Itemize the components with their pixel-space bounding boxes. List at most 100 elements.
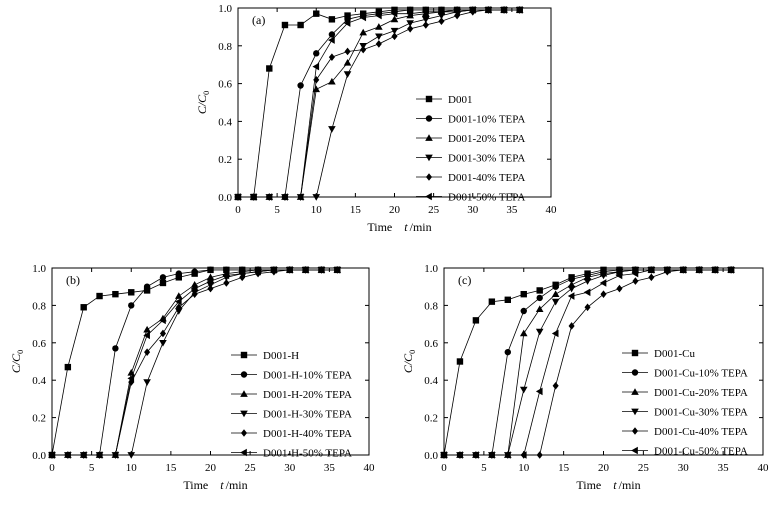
data-point (519, 386, 528, 394)
data-point (484, 6, 492, 14)
y-tick-label: 0.0 (218, 192, 232, 204)
series-6 (48, 266, 341, 459)
x-tick-label: 40 (364, 462, 376, 474)
data-point (583, 278, 592, 285)
legend-item: D001-Cu-40% TEPA (622, 426, 748, 438)
y-axis-title-sub: 0 (16, 350, 25, 354)
x-axis-title: Time t/min (576, 478, 640, 492)
y-axis-title: C/C0 (9, 350, 25, 373)
data-point (567, 292, 575, 300)
x-tick-label: 5 (481, 462, 487, 474)
data-point (391, 32, 398, 41)
y-axis-title-main: C/C (401, 353, 415, 373)
data-point (281, 193, 288, 201)
data-point (568, 276, 575, 283)
data-point (343, 59, 352, 66)
x-axis-title-prefix: Time (576, 478, 601, 492)
data-point (328, 36, 335, 44)
legend-item: D001-40% TEPA (416, 172, 525, 184)
x-tick-label: 25 (245, 462, 257, 474)
data-point (301, 266, 309, 274)
data-point (679, 266, 687, 274)
data-point (112, 345, 119, 352)
data-point (159, 339, 167, 347)
legend-item: D001-30% TEPA (416, 153, 525, 165)
data-point (254, 267, 261, 276)
legend-label: D001-40% TEPA (448, 172, 525, 184)
legend-label: D001-Cu-40% TEPA (654, 426, 748, 438)
data-point (328, 77, 336, 85)
y-tick-label: 0.2 (424, 413, 438, 425)
y-axis-title-sub: 0 (408, 350, 417, 354)
y-axis-title-main: C/C (9, 353, 23, 373)
y-axis-title-sub: 0 (202, 91, 211, 95)
data-point (600, 290, 607, 298)
data-point (453, 7, 460, 16)
legend-marker (425, 173, 433, 181)
x-tick-label: 25 (638, 462, 650, 474)
data-point (500, 6, 507, 14)
x-axis-title-unit: /min (410, 220, 432, 234)
x-tick-label: 30 (678, 462, 690, 474)
data-point (344, 47, 351, 56)
data-point (647, 266, 655, 274)
data-point (551, 298, 560, 306)
data-point (312, 85, 321, 93)
legend-item: D001-H-10% TEPA (231, 370, 352, 382)
legend-label: D001-Cu-20% TEPA (654, 387, 748, 399)
data-point (296, 193, 304, 201)
series-6 (234, 6, 523, 201)
legend-item: D001-Cu-20% TEPA (622, 387, 748, 399)
panel-label: (a) (252, 13, 265, 27)
data-point (536, 451, 543, 459)
data-point (238, 269, 246, 278)
data-point (616, 284, 623, 293)
data-point (711, 266, 718, 274)
data-point (344, 12, 351, 19)
x-tick-label: 20 (205, 462, 217, 474)
data-point (111, 451, 119, 459)
data-point (456, 451, 463, 459)
data-point (80, 304, 87, 311)
x-axis-title-unit: /min (226, 478, 248, 492)
data-point (112, 290, 119, 298)
y-tick-label: 0.8 (32, 300, 46, 312)
x-tick-label: 15 (165, 462, 177, 474)
legend-label: D001-Cu (654, 348, 695, 360)
data-point (313, 76, 320, 84)
data-point (127, 374, 135, 383)
legend-item: D001-20% TEPA (416, 133, 525, 145)
data-point (143, 331, 150, 340)
data-point (359, 13, 367, 22)
data-point (127, 452, 136, 459)
data-point (422, 21, 429, 29)
y-tick-label: 0.4 (218, 116, 232, 128)
data-point (390, 15, 399, 23)
data-point (312, 194, 321, 201)
y-tick-label: 0.6 (424, 338, 438, 350)
data-point (504, 296, 511, 303)
data-point (328, 31, 336, 38)
data-point (328, 16, 336, 23)
data-point (631, 269, 639, 278)
data-point (519, 329, 528, 337)
x-tick-label: 5 (274, 204, 280, 216)
data-point (223, 279, 230, 287)
data-point (422, 7, 429, 16)
data-point (144, 348, 151, 356)
data-point (406, 9, 413, 18)
data-point (159, 329, 166, 338)
legend-item: D001-H (231, 350, 299, 362)
legend-marker (240, 351, 248, 359)
data-point (265, 193, 273, 201)
legend-label: D001-50% TEPA (448, 192, 525, 204)
data-point (359, 28, 367, 36)
legend-marker (425, 192, 432, 201)
x-tick-label: 5 (89, 462, 95, 474)
data-point (317, 266, 325, 274)
data-point (535, 328, 544, 336)
data-point (128, 302, 135, 309)
data-point (285, 266, 293, 274)
data-point (175, 292, 183, 299)
